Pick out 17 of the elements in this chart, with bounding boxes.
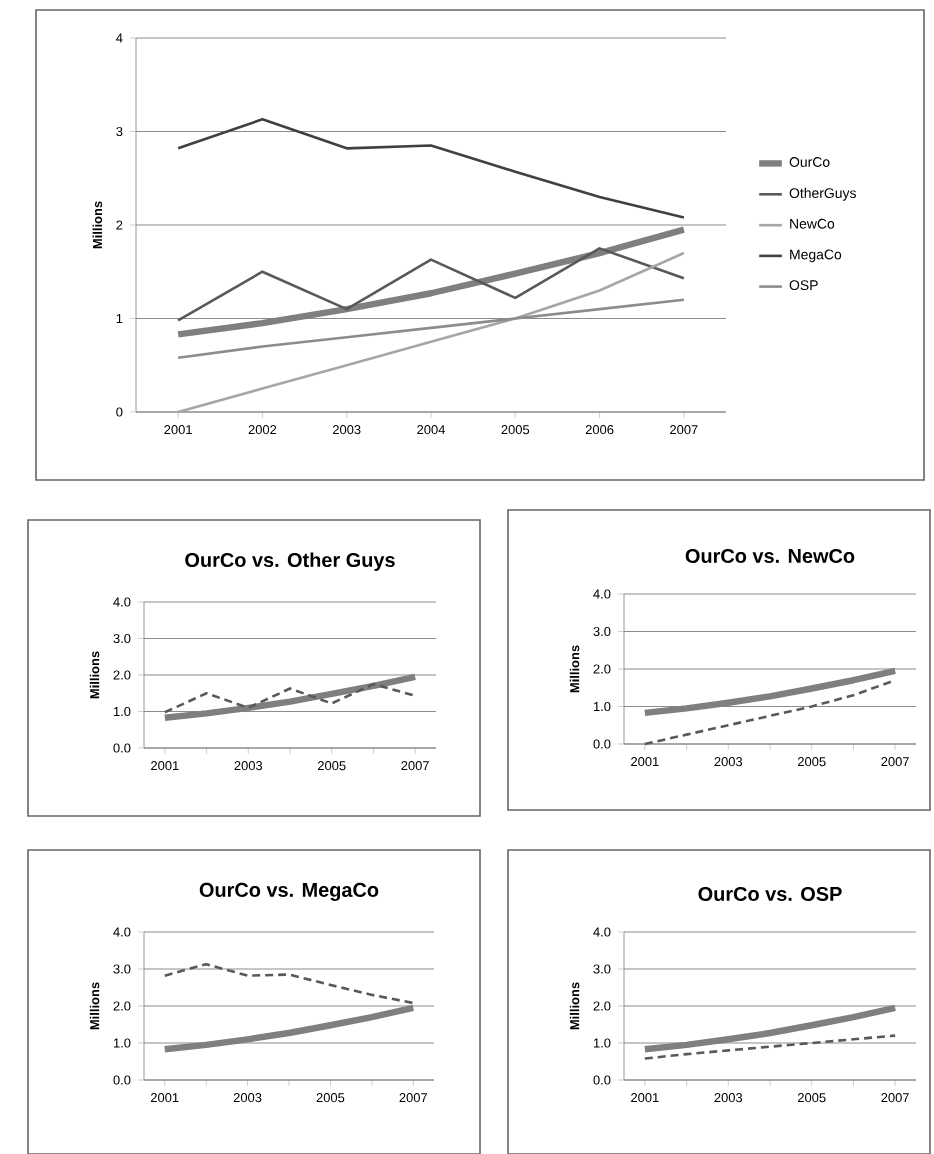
line-series (176, 118, 686, 219)
line-series (176, 251, 686, 414)
line-series (643, 678, 897, 746)
line-series (643, 1034, 897, 1060)
chart-title: OurCo vs. NewCo (685, 548, 855, 563)
line-series (163, 682, 417, 714)
line-series (176, 298, 686, 360)
line-series (174, 226, 688, 338)
line-series (641, 667, 899, 717)
line-series (176, 247, 686, 322)
line-series (163, 962, 415, 1005)
chart-title: OurCo vs. MegaCo (199, 882, 379, 901)
chart-title: OurCo vs. Other Guys (185, 552, 395, 571)
line-series (161, 673, 419, 721)
line-series (161, 1004, 417, 1053)
line-series (641, 1004, 899, 1053)
chart-title: OurCo vs. OSP (698, 886, 842, 901)
